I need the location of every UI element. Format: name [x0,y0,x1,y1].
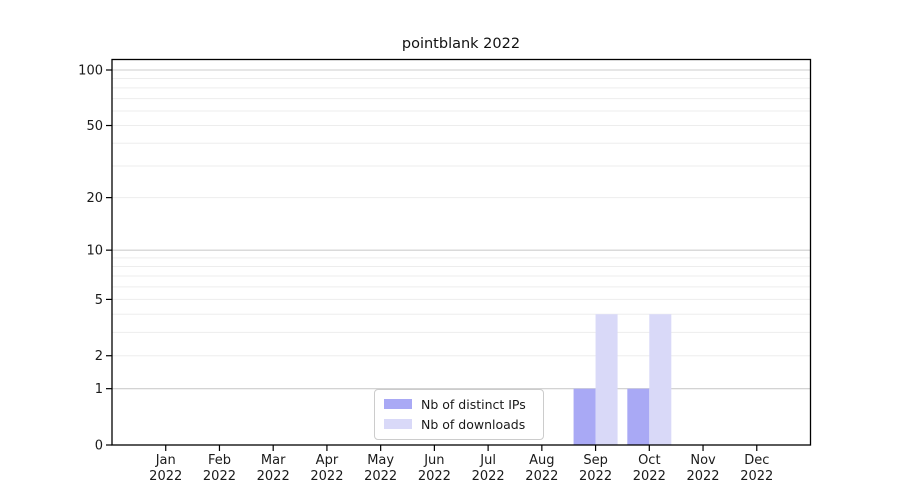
legend-swatch-distinct-ips [384,399,412,409]
legend-item-distinct-ips: Nb of distinct IPs [384,396,534,412]
legend: Nb of distinct IPs Nb of downloads [374,389,544,440]
y-tick-label: 0 [95,439,103,454]
x-tick-label-month: Dec [744,453,769,468]
bar-distinct-ips-oct [627,388,650,445]
y-tick-label: 1 [95,382,103,397]
x-tick-label-year: 2022 [740,469,773,484]
legend-swatch-downloads [384,419,412,429]
x-tick-label-month: Apr [316,453,339,468]
x-tick-label-year: 2022 [633,469,666,484]
x-tick-label-month: Jun [423,453,444,468]
x-tick-label-month: Nov [690,453,716,468]
x-tick-label-year: 2022 [579,469,612,484]
x-tick-label-year: 2022 [149,469,182,484]
legend-label-distinct-ips: Nb of distinct IPs [421,396,526,412]
x-tick-label-month: Jul [479,453,496,468]
x-tick-label-month: Feb [208,453,231,468]
x-tick-label-month: May [367,453,394,468]
x-tick-label-year: 2022 [525,469,558,484]
y-tick-label: 2 [95,349,103,364]
bar-distinct-ips-sep [573,388,596,445]
plot-border [111,58,812,446]
x-tick-label-year: 2022 [364,469,397,484]
x-tick-label-year: 2022 [257,469,290,484]
x-tick-label-year: 2022 [686,469,719,484]
legend-item-downloads: Nb of downloads [384,416,534,432]
x-tick-label-year: 2022 [472,469,505,484]
y-tick-label: 50 [86,119,103,134]
x-tick-label-year: 2022 [203,469,236,484]
x-tick-label-month: Mar [261,453,286,468]
x-tick-label-year: 2022 [418,469,451,484]
x-tick-label-month: Aug [529,453,554,468]
y-tick-label: 5 [95,293,103,308]
y-tick-label: 10 [86,244,103,259]
x-tick-label-month: Jan [155,453,176,468]
bar-downloads-oct [649,314,672,445]
x-tick-label-month: Oct [638,453,660,468]
legend-label-downloads: Nb of downloads [421,416,526,432]
x-tick-label-month: Sep [583,453,608,468]
y-tick-label: 20 [86,191,103,206]
x-tick-label-year: 2022 [310,469,343,484]
bar-downloads-sep [595,314,618,445]
chart-title: pointblank 2022 [401,36,521,52]
y-tick-label: 100 [78,64,103,79]
